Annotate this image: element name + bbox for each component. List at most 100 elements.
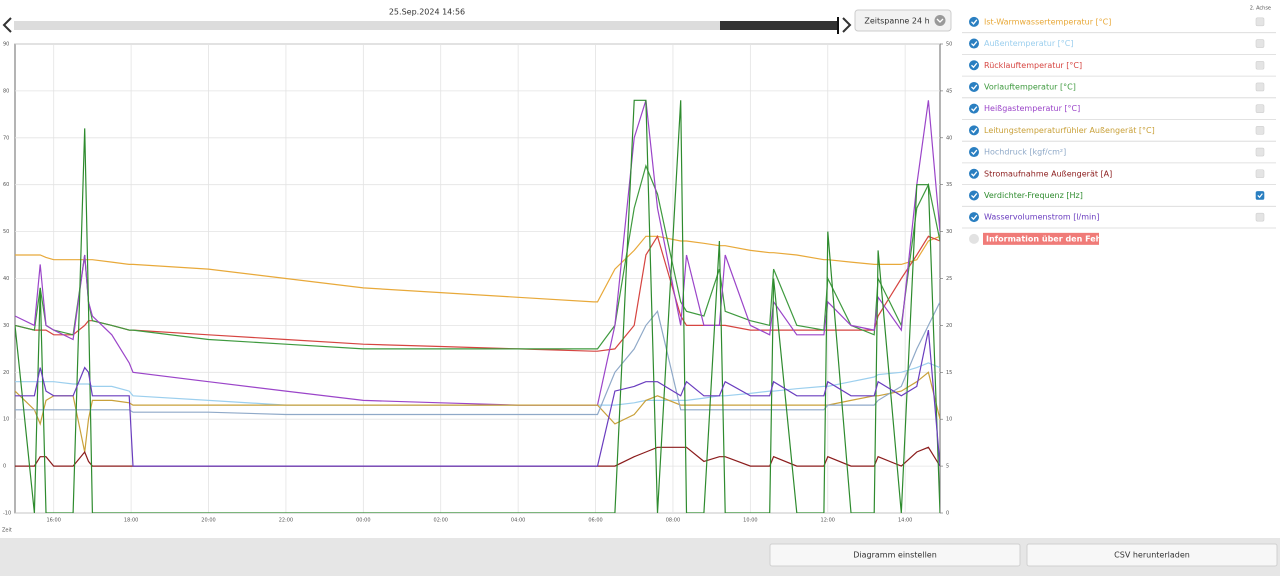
y-tick-label: 70 xyxy=(3,135,9,141)
y2-tick-label: 35 xyxy=(946,182,952,188)
y-tick-label: 60 xyxy=(3,182,9,188)
prev-arrow[interactable] xyxy=(2,17,12,33)
button-label: CSV herunterladen xyxy=(1114,551,1190,560)
x-tick-label: 20:00 xyxy=(201,518,215,524)
y-tick-label: 10 xyxy=(3,417,9,423)
y-tick-label: 30 xyxy=(3,323,9,329)
legend-check-mark xyxy=(971,41,978,47)
timespan-dropdown[interactable] xyxy=(854,9,952,32)
y2-tick-label: 15 xyxy=(946,370,952,376)
y-tick-label: 40 xyxy=(3,276,9,282)
series-line xyxy=(15,371,940,453)
series-line xyxy=(15,99,940,513)
series-line xyxy=(15,100,940,406)
axis2-checkbox[interactable] xyxy=(1255,60,1265,70)
timespan-label: Zeitspanne 24 h xyxy=(864,17,929,26)
legend-check-icon[interactable] xyxy=(969,190,979,201)
x-tick-label: 18:00 xyxy=(124,518,138,524)
legend-check-mark xyxy=(971,171,978,177)
date-label: 25.Sep.2024 14:56 xyxy=(389,8,465,17)
axis2-header: 2. Achse xyxy=(1250,6,1271,12)
axis2-checkbox[interactable] xyxy=(1255,126,1265,135)
axis2-checkbox[interactable] xyxy=(1255,104,1265,113)
error-info-icon[interactable] xyxy=(969,233,979,244)
axis2-checkbox[interactable] xyxy=(1255,147,1265,157)
x-tick-label: 06:00 xyxy=(588,518,602,524)
legend-check-mark xyxy=(971,214,978,221)
y2-tick-label: 45 xyxy=(946,88,952,94)
y2-tick-label: 20 xyxy=(946,323,952,329)
legend-check-mark xyxy=(971,149,978,156)
dropdown-icon xyxy=(934,15,946,26)
x-axis-label: Zeit xyxy=(2,528,12,534)
legend-check-mark xyxy=(971,193,978,199)
y-tick-label: 90 xyxy=(3,42,9,48)
legend-label[interactable]: Hochdruck [kgf/cm²] xyxy=(984,148,1066,157)
y-tick-label: 80 xyxy=(3,88,9,94)
y-tick-label: 20 xyxy=(3,370,9,376)
time-slider[interactable] xyxy=(14,21,838,30)
y2-tick-label: 0 xyxy=(946,511,949,517)
y-tick-label: -10 xyxy=(3,511,11,517)
legend-check-mark xyxy=(971,106,978,112)
slider-range xyxy=(720,21,838,30)
x-tick-label: 16:00 xyxy=(46,518,60,524)
legend-check-icon[interactable] xyxy=(969,16,979,27)
legend-label[interactable]: Heißgastemperatur [°C] xyxy=(984,104,1080,113)
legend-check-icon[interactable] xyxy=(969,168,979,179)
axis2-checkbox[interactable] xyxy=(1255,82,1265,92)
legend-check-mark xyxy=(971,84,978,90)
legend-label[interactable]: Rücklauftemperatur [°C] xyxy=(984,61,1082,70)
y2-tick-label: 25 xyxy=(946,276,952,282)
legend-label[interactable]: Außentemperatur [°C] xyxy=(984,39,1073,48)
legend-check-mark xyxy=(971,19,978,25)
legend-check-icon[interactable] xyxy=(969,212,979,223)
axis2-checkbox[interactable] xyxy=(1255,212,1265,222)
axis2-checkbox[interactable] xyxy=(1255,191,1265,200)
legend-check-icon[interactable] xyxy=(969,103,979,114)
next-arrow[interactable] xyxy=(842,17,852,33)
legend-check-icon[interactable] xyxy=(969,60,979,71)
legend-label[interactable]: Vorlauftemperatur [°C] xyxy=(984,82,1076,91)
y-tick-label: 0 xyxy=(3,464,6,470)
series-line xyxy=(15,446,940,467)
y2-tick-label: 5 xyxy=(946,464,949,470)
x-tick-label: 14:00 xyxy=(898,518,912,524)
axis2-checkbox[interactable] xyxy=(1255,169,1265,179)
legend-label[interactable]: Leitungstemperaturfühler Außengerät [°C] xyxy=(984,126,1155,135)
legend-check-icon[interactable] xyxy=(969,125,979,136)
x-tick-label: 12:00 xyxy=(821,518,835,524)
button[interactable] xyxy=(1026,543,1278,567)
x-tick-label: 22:00 xyxy=(279,518,293,524)
axis2-checkbox[interactable] xyxy=(1255,17,1265,27)
legend-check-icon[interactable] xyxy=(969,81,979,92)
legend-check-icon[interactable] xyxy=(969,147,979,158)
legend-label[interactable]: Ist-Warmwassertemperatur [°C] xyxy=(984,17,1111,26)
legend-check-mark xyxy=(971,127,978,134)
y2-tick-label: 30 xyxy=(946,229,952,235)
legend-label[interactable]: Wasservolumenstrom [l/min] xyxy=(984,213,1099,222)
legend-label[interactable]: Stromaufnahme Außengerät [A] xyxy=(984,169,1112,178)
dropdown-chevron xyxy=(936,18,944,23)
legend-check-mark xyxy=(971,62,978,69)
error-info-bg xyxy=(983,232,1099,245)
series-line xyxy=(15,301,940,416)
y-tick-label: 50 xyxy=(3,229,9,235)
x-tick-label: 10:00 xyxy=(743,518,757,524)
axis2-check-mark xyxy=(1257,193,1263,199)
legend-check-icon[interactable] xyxy=(969,38,979,49)
series-line xyxy=(15,329,940,467)
y2-tick-label: 50 xyxy=(946,42,952,48)
x-tick-label: 02:00 xyxy=(434,518,448,524)
axis2-checkbox[interactable] xyxy=(1255,39,1265,48)
error-info-label[interactable]: Information über den Fehler xyxy=(986,234,1114,243)
button[interactable] xyxy=(769,543,1021,567)
button-label: Diagramm einstellen xyxy=(853,551,937,560)
legend-label[interactable]: Verdichter-Frequenz [Hz] xyxy=(984,191,1083,200)
x-tick-label: 04:00 xyxy=(511,518,525,524)
x-tick-label: 00:00 xyxy=(356,518,370,524)
y2-tick-label: 10 xyxy=(946,417,952,423)
x-tick-label: 08:00 xyxy=(666,518,680,524)
series-line xyxy=(15,362,940,406)
